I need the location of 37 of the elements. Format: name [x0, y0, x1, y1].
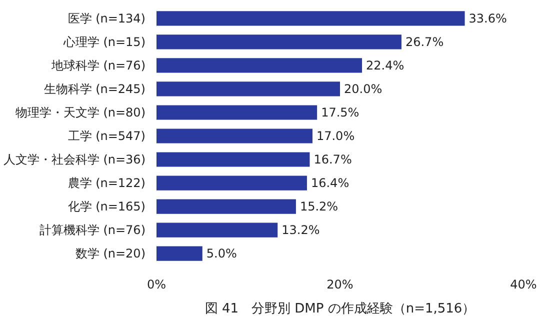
- data-label: 15.2%: [300, 200, 338, 214]
- data-label: 16.4%: [310, 176, 350, 190]
- x-tick-label: 40%: [510, 278, 537, 292]
- data-label: 26.7%: [405, 34, 444, 49]
- y-tick-label: 化学 (n=165): [68, 200, 146, 214]
- bar: [156, 34, 402, 50]
- y-tick-label: 物理学・天文学 (n=80): [15, 105, 146, 120]
- y-tick-label: 計算機科学 (n=76): [39, 223, 146, 238]
- bar: [156, 82, 340, 96]
- bar: [156, 222, 278, 238]
- data-label: 13.2%: [282, 223, 320, 238]
- bar: [156, 128, 312, 144]
- data-label: 5.0%: [206, 246, 237, 261]
- data-label: 16.7%: [314, 152, 352, 167]
- y-tick-label: 心理学 (n=15): [62, 34, 146, 49]
- data-label: 22.4%: [366, 58, 404, 72]
- y-tick-label: 地球科学 (n=76): [50, 58, 146, 72]
- bar: [156, 152, 310, 167]
- y-tick-label: 数学 (n=20): [75, 246, 146, 261]
- x-tick-label: 20%: [326, 278, 354, 292]
- data-label: 17.0%: [316, 129, 355, 143]
- y-tick-label: 工学 (n=547): [68, 129, 146, 143]
- bar: [156, 199, 296, 214]
- bar: [156, 176, 307, 190]
- y-tick-label: 生物科学 (n=245): [44, 82, 146, 96]
- y-tick-label: 農学 (n=122): [68, 176, 146, 190]
- bar: [156, 58, 362, 73]
- x-tick-label: 0%: [146, 278, 166, 292]
- text: 図 41 分野別 DMP の作成経験（n=1,516）: [204, 302, 476, 316]
- bar: [156, 105, 318, 120]
- y-tick-label: 医学 (n=134): [68, 11, 146, 26]
- y-tick-label: 人文学・社会科学 (n=36): [3, 152, 146, 167]
- data-label: 17.5%: [321, 105, 360, 120]
- bar: [156, 246, 202, 261]
- bar: [156, 11, 465, 26]
- data-label: 20.0%: [344, 82, 382, 96]
- data-label: 33.6%: [468, 11, 507, 26]
